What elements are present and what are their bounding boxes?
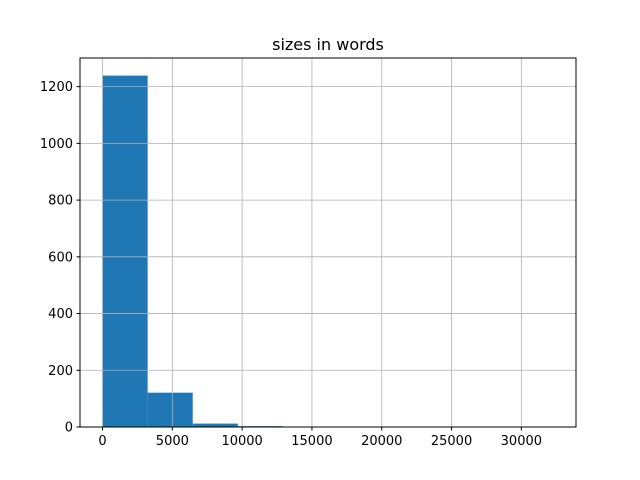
y-tick-label: 0 <box>65 421 73 436</box>
y-tick-label: 400 <box>48 307 73 322</box>
chart-title: sizes in words <box>272 35 384 54</box>
histogram-bar <box>102 75 148 428</box>
y-tick-label: 600 <box>48 250 73 265</box>
histogram-bar <box>192 423 238 427</box>
histogram-bar <box>147 392 193 427</box>
y-tick-label: 1200 <box>40 80 73 95</box>
x-tick-label: 5000 <box>156 434 189 449</box>
x-tick-label: 0 <box>98 434 106 449</box>
y-tick-label: 800 <box>48 194 73 209</box>
x-tick-label: 10000 <box>221 434 262 449</box>
x-tick-label: 15000 <box>291 434 332 449</box>
plot-frame <box>79 57 577 428</box>
y-tick-label: 1000 <box>40 137 73 152</box>
x-tick-label: 30000 <box>501 434 542 449</box>
x-tick-label: 25000 <box>431 434 472 449</box>
x-tick-label: 20000 <box>361 434 402 449</box>
y-tick-label: 200 <box>48 364 73 379</box>
